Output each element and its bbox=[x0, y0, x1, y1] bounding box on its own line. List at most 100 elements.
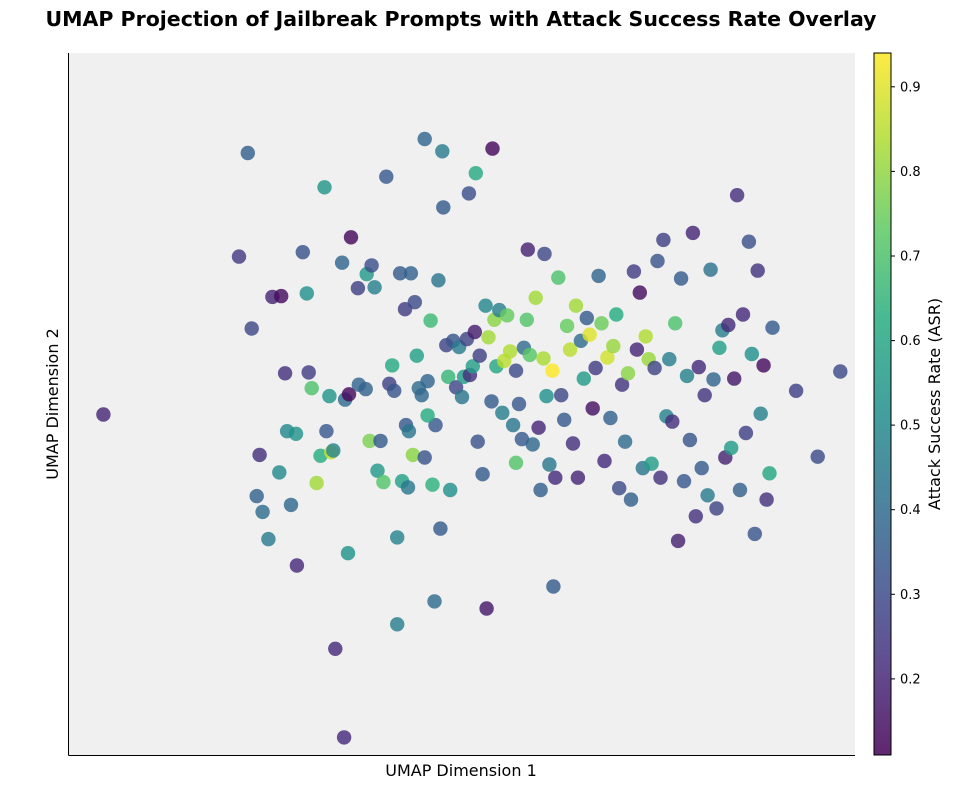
data-point bbox=[403, 266, 419, 281]
data-point bbox=[475, 467, 490, 482]
data-point bbox=[289, 558, 305, 573]
colorbar-tick-label: 0.6 bbox=[900, 334, 921, 349]
data-point bbox=[551, 270, 566, 285]
data-point bbox=[301, 365, 316, 380]
data-point bbox=[505, 417, 521, 433]
data-point bbox=[514, 431, 530, 447]
data-point bbox=[379, 169, 394, 184]
data-point bbox=[341, 387, 357, 402]
data-point bbox=[319, 424, 334, 439]
data-point bbox=[240, 145, 255, 161]
data-point bbox=[626, 264, 642, 279]
data-point bbox=[481, 330, 496, 345]
data-point bbox=[738, 425, 754, 441]
x-axis-label: UMAP Dimension 1 bbox=[385, 761, 537, 780]
colorbar-gradient bbox=[874, 53, 891, 755]
data-point bbox=[735, 307, 751, 322]
data-point bbox=[668, 316, 683, 331]
data-point bbox=[299, 286, 314, 301]
data-point bbox=[638, 329, 653, 344]
data-point bbox=[288, 426, 304, 441]
data-point bbox=[400, 480, 416, 495]
data-point bbox=[441, 369, 456, 384]
data-point bbox=[470, 434, 485, 449]
data-point bbox=[548, 470, 563, 485]
data-point bbox=[617, 434, 633, 449]
data-point bbox=[385, 358, 400, 373]
data-point bbox=[502, 344, 518, 359]
y-axis-label: UMAP Dimension 2 bbox=[43, 328, 62, 480]
data-point bbox=[309, 475, 324, 491]
data-point bbox=[712, 340, 727, 355]
data-point bbox=[485, 141, 500, 156]
data-point bbox=[756, 358, 771, 373]
data-point bbox=[417, 450, 432, 465]
data-point bbox=[650, 253, 665, 269]
data-point bbox=[750, 263, 765, 278]
data-point bbox=[336, 730, 352, 745]
data-point bbox=[425, 477, 440, 492]
data-point bbox=[588, 360, 603, 376]
data-point bbox=[665, 414, 680, 429]
data-point bbox=[343, 230, 359, 245]
data-point bbox=[685, 225, 701, 241]
data-point bbox=[390, 530, 405, 545]
data-point bbox=[594, 316, 609, 331]
data-point bbox=[304, 381, 319, 396]
data-point bbox=[272, 465, 287, 480]
data-point bbox=[788, 383, 804, 398]
data-point bbox=[364, 258, 379, 273]
data-point bbox=[741, 234, 757, 249]
data-point bbox=[762, 466, 777, 481]
data-point bbox=[759, 492, 774, 507]
data-point bbox=[810, 449, 825, 464]
data-point bbox=[317, 180, 332, 195]
data-point bbox=[358, 381, 373, 397]
data-point bbox=[322, 388, 337, 404]
data-point bbox=[350, 281, 366, 296]
data-point bbox=[431, 273, 446, 288]
data-point bbox=[632, 285, 647, 300]
data-point bbox=[709, 501, 724, 516]
data-point bbox=[565, 436, 581, 451]
data-point bbox=[600, 350, 615, 365]
data-point bbox=[673, 271, 689, 286]
data-point bbox=[531, 420, 546, 435]
data-point bbox=[579, 310, 594, 326]
data-point bbox=[249, 488, 264, 504]
colorbar-tick-label: 0.9 bbox=[900, 80, 921, 95]
data-point bbox=[585, 401, 600, 416]
data-points bbox=[96, 131, 848, 745]
colorbar-label: Attack Success Rate (ASR) bbox=[925, 298, 944, 510]
data-point bbox=[670, 533, 686, 549]
data-point bbox=[376, 474, 391, 490]
data-point bbox=[682, 432, 698, 448]
data-point bbox=[519, 312, 534, 327]
data-point bbox=[428, 417, 443, 433]
data-point bbox=[277, 366, 293, 381]
data-point bbox=[570, 470, 586, 485]
data-point bbox=[694, 460, 709, 476]
data-point bbox=[255, 504, 270, 520]
data-point bbox=[533, 482, 548, 498]
data-point bbox=[612, 481, 627, 496]
data-point bbox=[401, 424, 417, 439]
data-point bbox=[405, 447, 421, 463]
data-point bbox=[562, 342, 578, 357]
data-point bbox=[370, 463, 385, 478]
data-point bbox=[328, 641, 343, 656]
data-point bbox=[433, 521, 448, 536]
data-point bbox=[676, 474, 692, 489]
data-point bbox=[467, 324, 482, 340]
data-point bbox=[620, 366, 636, 381]
data-point bbox=[559, 318, 575, 334]
data-point bbox=[454, 389, 470, 405]
data-point bbox=[373, 433, 388, 449]
data-point bbox=[244, 321, 259, 336]
data-point bbox=[484, 394, 499, 409]
data-point bbox=[390, 617, 405, 632]
data-point bbox=[721, 317, 736, 333]
data-point bbox=[546, 579, 561, 594]
data-point bbox=[528, 290, 543, 305]
